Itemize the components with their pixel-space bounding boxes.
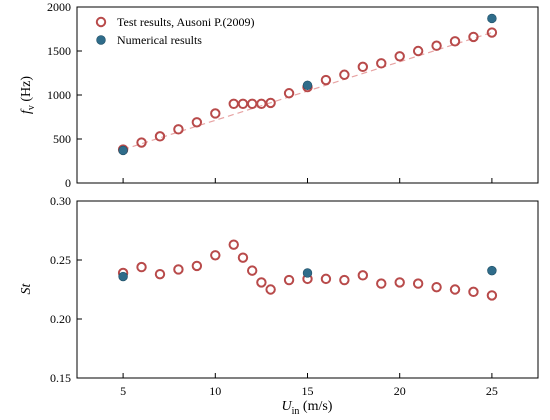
test-result-point <box>210 108 221 119</box>
x-axis-title-sub: in <box>292 406 300 417</box>
y-tick-label-strouhal: 0.15 <box>50 371 71 385</box>
panel-strouhal-points <box>117 239 498 301</box>
test-result-point <box>339 69 350 80</box>
legend-label-test: Test results, Ausoni P.(2009) <box>117 15 255 29</box>
test-result-point <box>191 260 203 272</box>
test-result-point <box>320 273 332 285</box>
y-tick-label-strouhal: 0.20 <box>50 312 71 326</box>
test-result-point <box>431 281 442 293</box>
test-result-point <box>265 97 276 109</box>
test-result-point <box>449 284 461 295</box>
test-result-point <box>256 277 267 288</box>
x-tick-label: 10 <box>209 384 221 398</box>
test-result-point <box>486 290 498 301</box>
test-result-point <box>210 250 221 261</box>
test-result-point <box>339 274 350 286</box>
test-result-point <box>256 98 267 110</box>
test-result-point <box>237 252 249 263</box>
test-result-point <box>449 36 461 47</box>
x-tick-label: 15 <box>302 384 314 398</box>
x-tick-label: 5 <box>120 384 126 398</box>
test-result-point <box>154 131 166 142</box>
legend-marker-numerical <box>96 35 106 45</box>
test-result-point <box>191 117 203 128</box>
x-axis-title-unit: (m/s) <box>299 399 332 414</box>
test-result-point <box>136 261 147 273</box>
panel-frequency-ticks: 0 500 1000 1500 2000 <box>47 0 493 190</box>
y-tick-label-frequency: 0 <box>65 176 71 190</box>
test-result-point <box>283 88 295 99</box>
test-result-point <box>431 40 442 51</box>
test-result-point <box>357 61 369 73</box>
test-result-point <box>376 58 387 69</box>
numerical-result-point <box>118 145 128 156</box>
test-result-point <box>237 98 249 110</box>
test-result-point <box>394 277 405 288</box>
y-axis-title-frequency-unit: (Hz) <box>19 76 34 105</box>
test-result-point <box>357 270 369 281</box>
numerical-result-point <box>487 265 497 276</box>
test-result-point <box>486 27 498 38</box>
numerical-result-point <box>118 271 128 282</box>
x-axis-title: Uin (m/s) <box>282 399 333 417</box>
y-tick-label-frequency: 500 <box>53 132 71 146</box>
x-tick-label: 25 <box>486 384 498 398</box>
panel-frequency-points <box>117 13 498 156</box>
test-result-point <box>246 98 258 110</box>
test-result-point <box>320 74 332 86</box>
panel-strouhal: 5 10 15 20 25 0.15 0.20 0.25 0.30 St Uin (m/s) <box>19 194 539 417</box>
legend-marker-test <box>95 16 107 28</box>
test-result-point <box>376 278 387 289</box>
test-result-point <box>412 45 424 57</box>
test-result-point <box>173 264 184 275</box>
legend-label-numerical: Numerical results <box>117 33 202 47</box>
y-tick-label-strouhal: 0.25 <box>50 253 71 267</box>
y-tick-label-frequency: 1000 <box>47 88 71 102</box>
test-result-point <box>246 265 258 276</box>
legend: Test results, Ausoni P.(2009) Numerical … <box>95 15 255 47</box>
panel-strouhal-ticks: 5 10 15 20 25 0.15 0.20 0.25 0.30 <box>50 194 498 398</box>
test-result-point <box>468 31 479 43</box>
test-result-point <box>412 278 424 289</box>
test-result-point <box>468 286 479 298</box>
test-result-point <box>394 51 405 62</box>
x-tick-label: 20 <box>394 384 406 398</box>
test-result-point <box>283 274 295 286</box>
y-axis-title-frequency-sub: v <box>26 105 37 110</box>
test-result-point <box>154 268 166 280</box>
numerical-result-point <box>302 80 313 91</box>
numerical-result-point <box>487 13 497 24</box>
numerical-result-point <box>302 268 313 278</box>
y-tick-label-frequency: 2000 <box>47 0 71 14</box>
test-result-point <box>173 124 184 135</box>
test-result-point <box>228 239 239 250</box>
y-tick-label-frequency: 1500 <box>47 44 71 58</box>
test-result-point <box>136 137 147 148</box>
x-axis-title-main: U <box>282 399 293 414</box>
test-result-point <box>228 98 239 110</box>
y-tick-label-strouhal: 0.30 <box>50 194 71 208</box>
panel-frequency: 0 500 1000 1500 2000 fv (Hz) Test results, A… <box>19 0 539 190</box>
test-result-point <box>265 284 276 295</box>
y-axis-title-frequency: fv (Hz) <box>19 76 37 114</box>
y-axis-title-strouhal: St <box>19 282 34 294</box>
y-axis-title-frequency-main: f <box>19 108 34 114</box>
